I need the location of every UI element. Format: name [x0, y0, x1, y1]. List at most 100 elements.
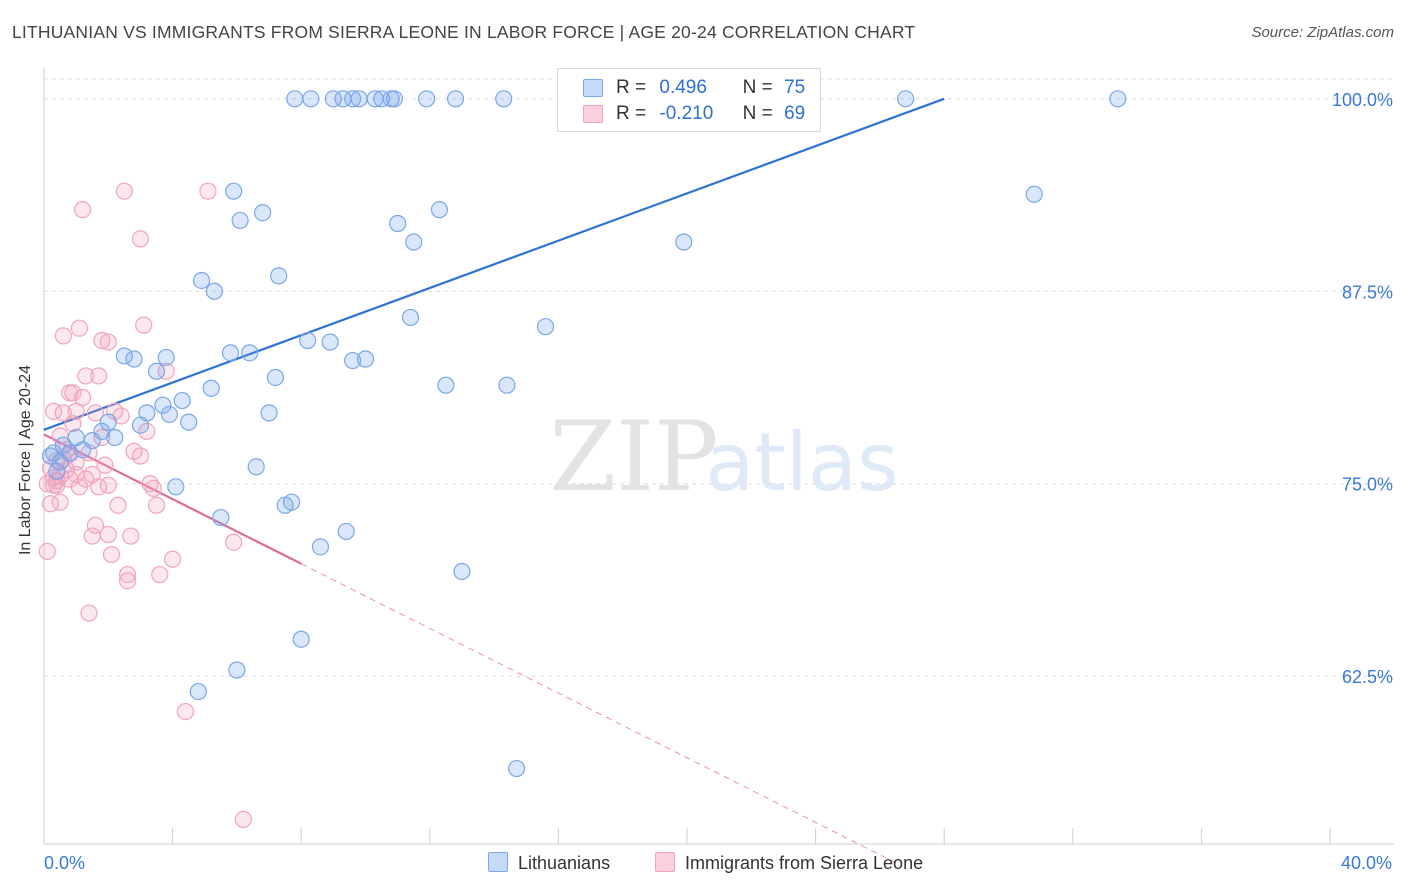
legend-n-value-blue: 75 [784, 77, 806, 98]
y-tick-label: 87.5% [1342, 282, 1393, 302]
data-point-lithuanians [247, 458, 265, 476]
data-point-lithuanians [1109, 90, 1127, 108]
data-point-sierra-leone [73, 388, 92, 407]
data-point-lithuanians [154, 396, 172, 414]
data-point-sierra-leone [118, 572, 137, 590]
data-point-lithuanians [1025, 185, 1043, 203]
data-point-lithuanians [266, 368, 285, 387]
data-point-sierra-leone [141, 475, 159, 493]
data-point-sierra-leone [48, 472, 66, 490]
data-point-lithuanians [344, 90, 362, 108]
data-point-sierra-leone [38, 542, 56, 561]
legend-r-value-pink: -0.210 [659, 103, 714, 124]
data-point-lithuanians [536, 318, 555, 336]
x-tick-label-min: 0.0% [44, 853, 86, 873]
data-point-lithuanians [202, 379, 220, 397]
data-point-sierra-leone [54, 327, 72, 345]
data-point-lithuanians [417, 90, 436, 108]
data-point-sierra-leone [225, 533, 243, 551]
data-point-sierra-leone [99, 333, 117, 351]
data-point-lithuanians [212, 508, 230, 527]
data-point-sierra-leone [131, 230, 150, 248]
legend-n-value-pink: 69 [784, 103, 806, 124]
source-label: Source: ZipAtlas.com [1251, 24, 1394, 41]
data-point-sierra-leone [90, 367, 108, 385]
data-point-lithuanians [356, 350, 375, 368]
data-point-lithuanians [495, 90, 513, 108]
data-point-lithuanians [157, 348, 175, 367]
y-tick-labels: 62.5% 75.0% 87.5% 100.0% [1332, 90, 1393, 687]
trend-line-sierra-leone-extension [300, 563, 897, 864]
data-point-sierra-leone [135, 316, 153, 334]
data-point-sierra-leone [93, 428, 111, 447]
data-point-lithuanians [401, 308, 420, 327]
bottom-legend-lithuanians: Lithuanians [488, 852, 610, 874]
data-point-lithuanians [205, 282, 223, 300]
data-point-lithuanians [260, 404, 278, 422]
data-point-lithuanians [231, 211, 249, 230]
bottom-legend-sierra-leone: Immigrants from Sierra Leone [655, 852, 923, 874]
data-point-lithuanians [897, 90, 915, 108]
data-point-sierra-leone [83, 465, 101, 484]
data-point-lithuanians [125, 350, 143, 368]
data-point-sierra-leone [118, 565, 137, 584]
data-point-sierra-leone [151, 565, 169, 584]
data-point-lithuanians [302, 90, 320, 108]
data-point-sierra-leone [99, 525, 117, 544]
data-point-lithuanians [508, 759, 526, 778]
data-point-sierra-leone [48, 476, 66, 494]
data-point-lithuanians [498, 376, 516, 394]
data-point-lithuanians [453, 562, 471, 581]
data-point-sierra-leone [147, 496, 166, 514]
data-point-lithuanians [225, 182, 243, 200]
bottom-legend-swatch-pink [655, 852, 675, 872]
data-point-sierra-leone [234, 810, 252, 828]
data-point-sierra-leone [144, 479, 162, 497]
data-point-sierra-leone [164, 550, 182, 568]
data-point-sierra-leone [199, 182, 217, 200]
data-point-sierra-leone [93, 331, 111, 350]
series-sierra-leone-points [38, 182, 252, 828]
y-axis-label: In Labor Force | Age 20-24 [17, 364, 34, 556]
x-tick-label-max: 40.0% [1340, 853, 1392, 873]
legend-r-label: R = [616, 103, 647, 124]
legend-swatch-pink [583, 105, 603, 123]
data-point-lithuanians [446, 90, 465, 108]
bottom-legend-label-sierra-leone: Immigrants from Sierra Leone [685, 853, 924, 873]
grid [44, 78, 1394, 677]
data-point-lithuanians [106, 428, 124, 447]
data-point-lithuanians [147, 362, 166, 380]
data-point-lithuanians [189, 682, 207, 701]
data-point-lithuanians [115, 347, 133, 365]
data-point-lithuanians [385, 90, 404, 108]
data-point-sierra-leone [131, 447, 150, 465]
data-point-sierra-leone [64, 384, 82, 402]
data-point-sierra-leone [51, 493, 69, 511]
data-point-lithuanians [51, 453, 69, 471]
watermark: ZIP atlas [549, 401, 898, 513]
data-point-sierra-leone [67, 402, 85, 420]
data-point-lithuanians [138, 404, 156, 422]
y-tick-label: 100.0% [1332, 90, 1393, 110]
data-point-sierra-leone [80, 604, 98, 622]
data-point-lithuanians [192, 271, 211, 290]
y-tick-label: 75.0% [1342, 475, 1393, 495]
data-point-sierra-leone [122, 527, 140, 545]
data-point-lithuanians [173, 391, 191, 410]
data-point-lithuanians [221, 344, 240, 362]
data-point-lithuanians [437, 376, 455, 394]
data-point-sierra-leone [86, 516, 105, 534]
data-point-sierra-leone [115, 182, 133, 200]
data-point-lithuanians [270, 267, 288, 285]
data-point-lithuanians [99, 413, 117, 431]
data-point-sierra-leone [109, 496, 127, 514]
data-point-lithuanians [180, 413, 198, 431]
data-point-lithuanians [430, 201, 449, 219]
data-point-lithuanians [292, 630, 310, 648]
data-point-lithuanians [675, 233, 693, 251]
data-point-sierra-leone [70, 319, 88, 337]
data-point-lithuanians [228, 661, 246, 679]
chart-title: LITHUANIAN VS IMMIGRANTS FROM SIERRA LEO… [12, 22, 916, 42]
data-point-sierra-leone [51, 467, 69, 485]
